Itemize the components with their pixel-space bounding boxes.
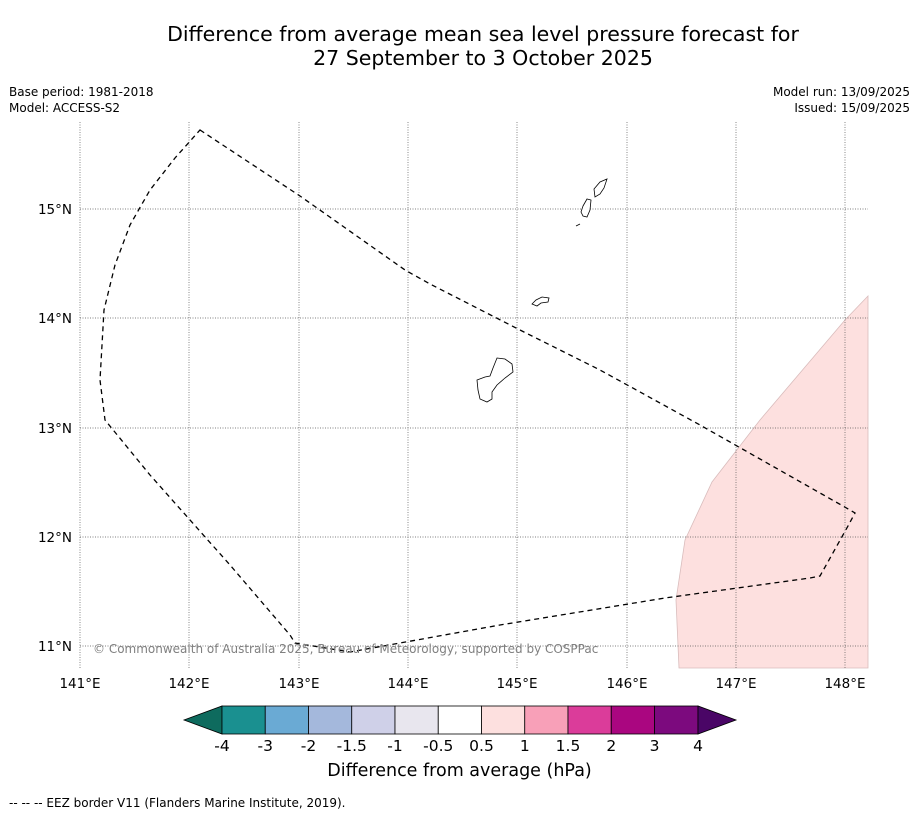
lat-label-11: 11°N [38, 639, 72, 655]
meta-left: Base period: 1981-2018 Model: ACCESS-S2 [9, 84, 154, 116]
colorbar-extend-low [182, 705, 223, 735]
model-run: Model run: 13/09/2025 [772, 85, 910, 99]
model-name: Model: ACCESS-S2 [9, 101, 121, 115]
lon-label-141: 141°E [59, 676, 100, 692]
lon-label-145: 145°E [496, 676, 537, 692]
colorbar-tick: 3 [650, 737, 660, 755]
meta-right: Model run: 13/09/2025 Issued: 15/09/2025 [773, 84, 910, 116]
lon-label-144: 144°E [387, 676, 428, 692]
colorbar-tick: -1.5 [337, 737, 367, 755]
eez-border [99, 129, 856, 653]
lon-label-142: 142°E [168, 676, 209, 692]
lon-label-148: 148°E [824, 676, 865, 692]
lat-axis-labels: 15°N 14°N 13°N 12°N 11°N [38, 202, 72, 655]
anomaly-region-positive [675, 295, 869, 669]
colorbar-tick: 2 [606, 737, 616, 755]
colorbar [182, 705, 738, 735]
colorbar-swatch [308, 705, 353, 735]
colorbar-tick: 4 [693, 737, 703, 755]
lat-label-13: 13°N [38, 421, 72, 437]
lat-label-12: 12°N [38, 530, 72, 546]
islands [476, 178, 608, 403]
lat-label-15: 15°N [38, 202, 72, 218]
island-aguijan [575, 223, 581, 227]
island-rota [531, 296, 550, 307]
colorbar-tick: -3 [258, 737, 273, 755]
colorbar-swatch [654, 705, 699, 735]
colorbar-swatch [481, 705, 526, 735]
gridlines [79, 122, 868, 668]
colorbar-swatch [524, 705, 569, 735]
colorbar-tick: -2 [301, 737, 316, 755]
map-title: Difference from average mean sea level p… [0, 22, 919, 70]
base-period: Base period: 1981-2018 [9, 85, 154, 99]
colorbar-tick: 1.5 [556, 737, 581, 755]
issued-date: Issued: 15/09/2025 [794, 101, 910, 115]
lon-label-146: 146°E [606, 676, 647, 692]
colorbar-tick: -0.5 [423, 737, 453, 755]
copyright-notice: © Commonwealth of Australia 2025, Bureau… [93, 642, 598, 656]
colorbar-extend-high [697, 705, 738, 735]
colorbar-ticks: -4 -3 -2 -1.5 -1 -0.5 0.5 1 1.5 2 3 4 [214, 737, 703, 755]
lat-label-14: 14°N [38, 311, 72, 327]
lon-label-143: 143°E [278, 676, 319, 692]
island-guam [476, 357, 514, 403]
lon-axis-labels: 141°E 142°E 143°E 144°E 145°E 146°E 147°… [59, 676, 865, 692]
colorbar-tick: 1 [520, 737, 530, 755]
lon-label-147: 147°E [715, 676, 756, 692]
colorbar-swatch [221, 705, 266, 735]
colorbar-tick: -1 [387, 737, 402, 755]
colorbar-tick: 0.5 [469, 737, 494, 755]
colorbar-swatch [394, 705, 439, 735]
colorbar-tick: -4 [214, 737, 229, 755]
title-line-1: Difference from average mean sea level p… [167, 22, 799, 46]
island-saipan [593, 178, 608, 198]
island-tinian [580, 198, 592, 218]
colorbar-label: Difference from average (hPa) [327, 761, 592, 781]
title-line-2: 27 September to 3 October 2025 [313, 46, 653, 70]
colorbar-swatch [437, 705, 482, 735]
colorbar-swatch [264, 705, 309, 735]
colorbar-swatch [610, 705, 655, 735]
colorbar-swatch [567, 705, 612, 735]
eez-legend-footer: -- -- -- EEZ border V11 (Flanders Marine… [9, 796, 346, 810]
colorbar-swatch [351, 705, 396, 735]
